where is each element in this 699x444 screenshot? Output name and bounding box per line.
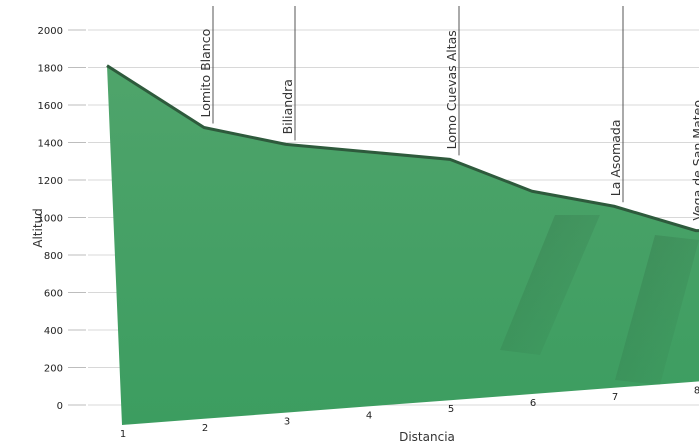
y-tick-label: 800 <box>44 251 63 262</box>
x-tick-label: 6 <box>530 398 536 409</box>
y-tick-label: 1400 <box>38 139 63 150</box>
y-axis-label: Altitud <box>31 208 45 248</box>
y-tick-label: 1800 <box>38 64 63 75</box>
x-axis-label: Distancia <box>399 430 455 444</box>
y-tick-label: 600 <box>44 289 63 300</box>
plot-area <box>106 64 699 425</box>
place-label: Vega de San Mateo <box>690 100 699 221</box>
shade-streak <box>615 235 699 385</box>
x-tick-label: 3 <box>284 417 290 428</box>
shade-streak <box>500 215 600 355</box>
x-tick-label: 1 <box>120 429 126 440</box>
y-tick-label: 200 <box>44 364 63 375</box>
x-tick-label: 5 <box>448 404 454 415</box>
x-tick-label: 7 <box>612 392 618 403</box>
place-label: Lomito Blanco <box>198 29 213 118</box>
y-tick-label: 2000 <box>38 26 63 37</box>
y-tick-label: 1600 <box>38 101 63 112</box>
x-axis-ticks: 1 2 3 4 5 6 7 8 <box>120 386 699 440</box>
y-tick-label: 1000 <box>38 214 63 225</box>
y-tick-label: 400 <box>44 326 63 337</box>
altitude-area <box>107 65 699 425</box>
x-tick-label: 8 <box>694 386 699 397</box>
x-tick-label: 4 <box>366 410 372 421</box>
y-tick-label: 0 <box>57 401 63 412</box>
place-label: Lomo Cuevas Altas <box>444 30 459 149</box>
y-axis-ticks: 0 200 400 600 800 1000 1200 1400 1600 1800 2000 <box>38 26 86 412</box>
place-label: Biliandra <box>280 79 295 134</box>
series-line <box>106 64 699 233</box>
place-label: La Asomada <box>608 120 623 197</box>
y-tick-label: 1200 <box>38 176 63 187</box>
x-tick-label: 2 <box>202 423 208 434</box>
place-annotations: Lomito Blanco Biliandra Lomo Cuevas Altas L… <box>198 6 699 221</box>
